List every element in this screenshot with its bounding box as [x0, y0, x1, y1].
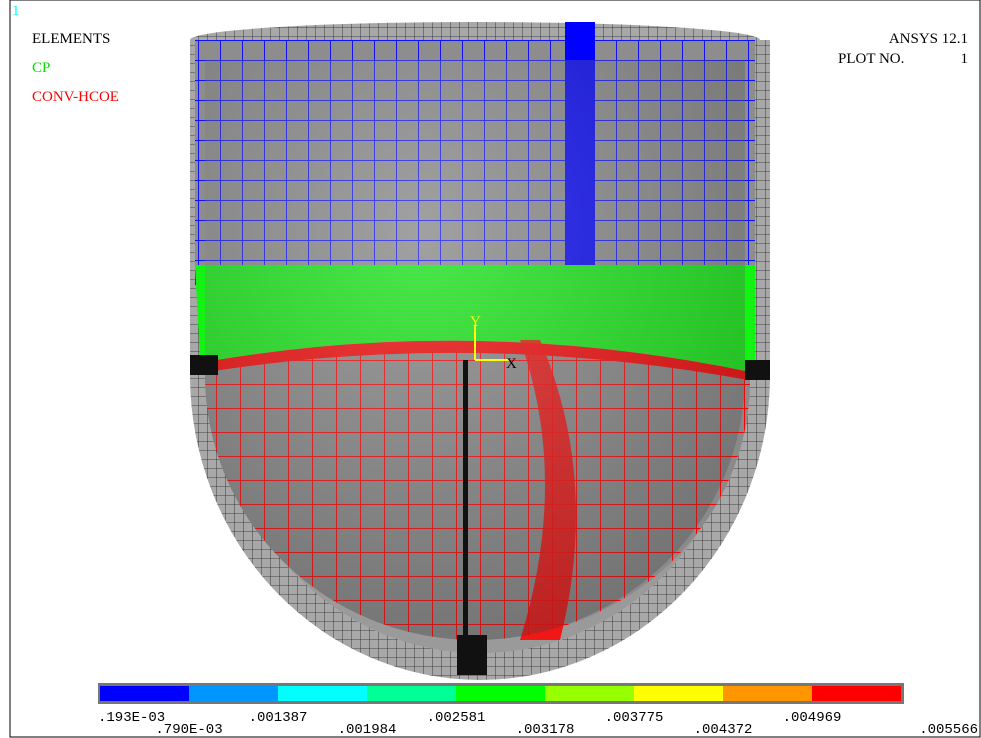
legend-value: .002581	[427, 710, 486, 726]
window-number: 1	[12, 3, 20, 19]
legend-value: .001984	[338, 722, 397, 738]
legend-value: .003775	[605, 710, 664, 726]
legend-label: CP	[32, 60, 50, 76]
legend-value: .001387	[249, 710, 308, 726]
legend-label: CONV-HCOE	[32, 89, 119, 105]
legend-swatch	[545, 686, 634, 701]
legend-swatch	[367, 686, 456, 701]
legend-swatch	[278, 686, 367, 701]
legend-swatch	[189, 686, 278, 701]
legend-swatch	[812, 686, 901, 701]
legend-label: ELEMENTS	[32, 31, 110, 47]
axis-y-label: Y	[470, 314, 481, 330]
legend-swatch	[100, 686, 189, 701]
legend-value: .004372	[694, 722, 753, 738]
plot-number: 1	[961, 51, 969, 67]
legend-value: .004969	[783, 710, 842, 726]
axis-x-label: X	[506, 356, 517, 372]
product-version: ANSYS 12.1	[889, 31, 968, 47]
legend-value: .003178	[516, 722, 575, 738]
legend-value: .790E-03	[155, 722, 222, 738]
legend-swatch	[634, 686, 723, 701]
legend-value: .005566	[919, 722, 978, 738]
legend-swatch	[723, 686, 812, 701]
vessel-model: Y X	[190, 22, 770, 680]
plot-window: Y X 1 ELEMENTS CP CONV-HCOE ANSYS 12.1 P…	[0, 0, 981, 738]
legend-swatch	[456, 686, 545, 701]
plot-label: PLOT NO.	[838, 51, 904, 67]
